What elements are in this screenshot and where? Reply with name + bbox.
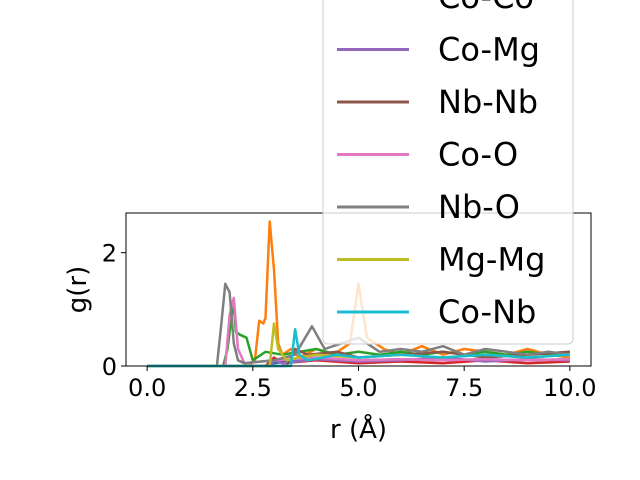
series-layer [147, 220, 571, 368]
legend: Co-Co Co-Mg Nb-Nb Co-O Nb-O Mg-Mg Co-Nb [322, 0, 574, 345]
x-axis-label: r (Å) [330, 413, 387, 445]
legend-label: Nb-O [438, 188, 520, 226]
legend-label: Co-Nb [438, 293, 536, 331]
y-tick-label: 2 [102, 240, 117, 268]
x-tick-label: 7.5 [445, 374, 483, 402]
x-tick-label: 5.0 [339, 374, 377, 402]
x-tick-label: 0.0 [128, 374, 166, 402]
y-axis-label: g(r) [63, 266, 93, 313]
legend-label: Co-Mg [438, 31, 540, 69]
series-line-co-nb [147, 327, 570, 368]
axes-layer: 0.0 2.5 5.0 7.5 10.0 0 2 [102, 212, 597, 402]
legend-box [322, 0, 574, 345]
legend-label: Co-Co [438, 0, 534, 16]
legend-label: Co-O [438, 136, 518, 174]
x-tick-label: 2.5 [234, 374, 272, 402]
series-line-nb-o [147, 282, 571, 368]
y-tick-label: 0 [102, 353, 117, 381]
legend-label: Nb-Nb [438, 83, 538, 121]
x-tick-label: 10.0 [543, 374, 596, 402]
legend-label: Mg-Mg [438, 241, 545, 279]
